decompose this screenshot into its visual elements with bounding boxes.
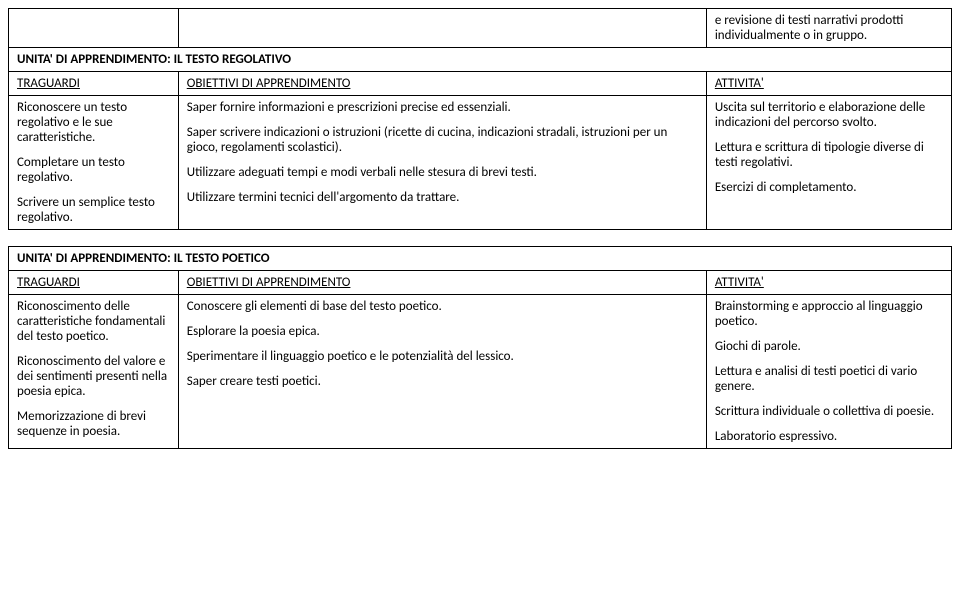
unit1-attivita-cell: Uscita sul territorio e elaborazione del… (706, 96, 951, 230)
unit1-obiettivi-p3: Utilizzare adeguati tempi e modi verbali… (187, 165, 698, 180)
unit2-attivita-cell: Brainstorming e approccio al linguaggio … (706, 295, 951, 449)
carryover-activity-text: e revisione di testi narrativi prodotti … (715, 13, 904, 43)
unit1-traguardi-p3: Scrivere un semplice testo regolativo. (17, 195, 170, 225)
unit1-header-attivita: ATTIVITA' (706, 72, 951, 96)
unit1-obiettivi-cell: Saper fornire informazioni e prescrizion… (178, 96, 706, 230)
unit1-header-row: TRAGUARDI OBIETTIVI DI APPRENDIMENTO ATT… (9, 72, 952, 96)
unit1-attivita-p3: Esercizi di completamento. (715, 180, 943, 195)
unit2-traguardi-p2: Riconoscimento del valore e dei sentimen… (17, 354, 170, 399)
unit1-attivita-p2: Lettura e scrittura di tipologie diverse… (715, 140, 943, 170)
unit2-attivita-p4: Scrittura individuale o collettiva di po… (715, 404, 943, 419)
unit2-traguardi-cell: Riconoscimento delle caratteristiche fon… (9, 295, 179, 449)
carryover-row: e revisione di testi narrativi prodotti … (9, 9, 952, 48)
unit1-header-obiettivi: OBIETTIVI DI APPRENDIMENTO (178, 72, 706, 96)
unit1-attivita-p1: Uscita sul territorio e elaborazione del… (715, 100, 943, 130)
unit1-traguardi-p1: Riconoscere un testo regolativo e le sue… (17, 100, 170, 145)
unit1-traguardi-p2: Completare un testo regolativo. (17, 155, 170, 185)
unit1-header-traguardi-text: TRAGUARDI (17, 76, 80, 91)
unit2-header-attivita: ATTIVITA' (706, 271, 951, 295)
unit1-title: UNITA' DI APPRENDIMENTO: IL TESTO REGOLA… (17, 52, 291, 67)
unit2-attivita-p1: Brainstorming e approccio al linguaggio … (715, 299, 943, 329)
unit2-body-row: Riconoscimento delle caratteristiche fon… (9, 295, 952, 449)
unit1-traguardi-cell: Riconoscere un testo regolativo e le sue… (9, 96, 179, 230)
unit2-traguardi-p1: Riconoscimento delle caratteristiche fon… (17, 299, 170, 344)
carryover-cell-empty2 (178, 9, 706, 48)
carryover-cell-empty1 (9, 9, 179, 48)
unit2-obiettivi-p3: Sperimentare il linguaggio poetico e le … (187, 349, 698, 364)
unit1-header-traguardi: TRAGUARDI (9, 72, 179, 96)
unit1-title-cell: UNITA' DI APPRENDIMENTO: IL TESTO REGOLA… (9, 48, 952, 72)
unit2-obiettivi-cell: Conoscere gli elementi di base del testo… (178, 295, 706, 449)
unit-table-regolativo: e revisione di testi narrativi prodotti … (8, 8, 952, 230)
unit2-header-attivita-text: ATTIVITA' (715, 275, 764, 290)
unit2-title-row: UNITA' DI APPRENDIMENTO: IL TESTO POETIC… (9, 247, 952, 271)
unit1-obiettivi-p1: Saper fornire informazioni e prescrizion… (187, 100, 698, 115)
unit2-attivita-p2: Giochi di parole. (715, 339, 943, 354)
unit2-title: UNITA' DI APPRENDIMENTO: IL TESTO POETIC… (17, 251, 270, 266)
unit2-obiettivi-p4: Saper creare testi poetici. (187, 374, 698, 389)
unit-table-poetico: UNITA' DI APPRENDIMENTO: IL TESTO POETIC… (8, 246, 952, 449)
unit2-title-cell: UNITA' DI APPRENDIMENTO: IL TESTO POETIC… (9, 247, 952, 271)
unit2-header-obiettivi-text: OBIETTIVI DI APPRENDIMENTO (187, 275, 351, 290)
carryover-activity-cell: e revisione di testi narrativi prodotti … (706, 9, 951, 48)
unit1-header-obiettivi-text: OBIETTIVI DI APPRENDIMENTO (187, 76, 351, 91)
unit2-traguardi-p3: Memorizzazione di brevi sequenze in poes… (17, 409, 170, 439)
unit2-header-row: TRAGUARDI OBIETTIVI DI APPRENDIMENTO ATT… (9, 271, 952, 295)
unit2-obiettivi-p2: Esplorare la poesia epica. (187, 324, 698, 339)
unit1-title-row: UNITA' DI APPRENDIMENTO: IL TESTO REGOLA… (9, 48, 952, 72)
unit2-attivita-p3: Lettura e analisi di testi poetici di va… (715, 364, 943, 394)
unit2-header-obiettivi: OBIETTIVI DI APPRENDIMENTO (178, 271, 706, 295)
unit2-attivita-p5: Laboratorio espressivo. (715, 429, 943, 444)
unit1-header-attivita-text: ATTIVITA' (715, 76, 764, 91)
unit2-header-traguardi-text: TRAGUARDI (17, 275, 80, 290)
unit1-body-row: Riconoscere un testo regolativo e le sue… (9, 96, 952, 230)
unit2-header-traguardi: TRAGUARDI (9, 271, 179, 295)
unit1-obiettivi-p4: Utilizzare termini tecnici dell'argoment… (187, 190, 698, 205)
unit2-obiettivi-p1: Conoscere gli elementi di base del testo… (187, 299, 698, 314)
unit1-obiettivi-p2: Saper scrivere indicazioni o istruzioni … (187, 125, 698, 155)
